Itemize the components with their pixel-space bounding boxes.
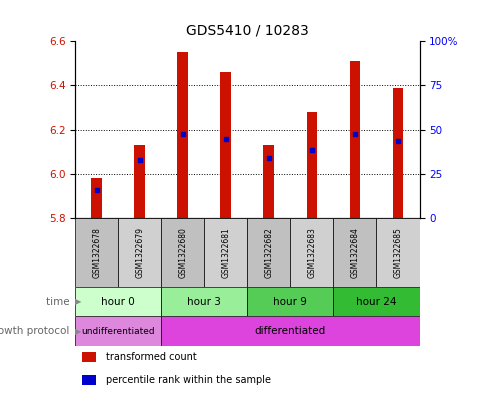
Text: time: time bbox=[46, 297, 73, 307]
Text: GSM1322680: GSM1322680 bbox=[178, 227, 187, 278]
Text: hour 24: hour 24 bbox=[355, 297, 396, 307]
Bar bbox=[161, 316, 419, 346]
Bar bbox=[134, 145, 145, 218]
Text: transformed count: transformed count bbox=[106, 352, 197, 362]
Bar bbox=[75, 287, 161, 316]
Bar bbox=[161, 218, 204, 287]
Bar bbox=[91, 178, 102, 218]
Bar bbox=[263, 145, 273, 218]
Text: GSM1322682: GSM1322682 bbox=[264, 227, 273, 278]
Text: hour 9: hour 9 bbox=[273, 297, 307, 307]
Bar bbox=[290, 218, 333, 287]
Text: GSM1322679: GSM1322679 bbox=[135, 227, 144, 278]
Bar bbox=[118, 218, 161, 287]
Bar bbox=[349, 61, 360, 218]
Text: hour 3: hour 3 bbox=[187, 297, 221, 307]
Bar bbox=[392, 88, 403, 218]
Text: GSM1322684: GSM1322684 bbox=[350, 227, 359, 278]
Text: differentiated: differentiated bbox=[254, 326, 325, 336]
Text: GSM1322681: GSM1322681 bbox=[221, 227, 230, 278]
Bar bbox=[177, 52, 188, 218]
Bar bbox=[161, 287, 247, 316]
Text: hour 0: hour 0 bbox=[101, 297, 135, 307]
Bar bbox=[204, 218, 247, 287]
Bar bbox=[247, 218, 290, 287]
Bar bbox=[333, 287, 419, 316]
Title: GDS5410 / 10283: GDS5410 / 10283 bbox=[185, 23, 308, 37]
Bar bbox=[247, 287, 333, 316]
Text: ▶: ▶ bbox=[75, 297, 81, 306]
Bar bbox=[333, 218, 376, 287]
Text: GSM1322685: GSM1322685 bbox=[393, 227, 402, 278]
Bar bbox=[376, 218, 419, 287]
Text: GSM1322683: GSM1322683 bbox=[307, 227, 316, 278]
Bar bbox=[75, 218, 118, 287]
Bar bbox=[82, 375, 96, 385]
Text: growth protocol: growth protocol bbox=[0, 326, 73, 336]
Bar bbox=[306, 112, 317, 218]
Bar bbox=[220, 72, 231, 218]
Bar bbox=[82, 352, 96, 362]
Text: ▶: ▶ bbox=[75, 327, 81, 336]
Text: percentile rank within the sample: percentile rank within the sample bbox=[106, 375, 271, 385]
Text: GSM1322678: GSM1322678 bbox=[92, 227, 101, 278]
Bar bbox=[75, 316, 161, 346]
Text: undifferentiated: undifferentiated bbox=[81, 327, 155, 336]
